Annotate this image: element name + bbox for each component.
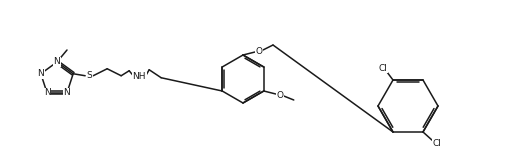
Text: Cl: Cl [379, 64, 388, 73]
Text: S: S [86, 71, 92, 80]
Text: O: O [276, 91, 284, 100]
Text: N: N [37, 69, 44, 78]
Text: N: N [64, 88, 70, 97]
Text: NH: NH [133, 72, 146, 81]
Text: N: N [44, 88, 50, 97]
Text: Cl: Cl [432, 140, 441, 149]
Text: N: N [54, 58, 60, 67]
Text: O: O [256, 46, 262, 55]
